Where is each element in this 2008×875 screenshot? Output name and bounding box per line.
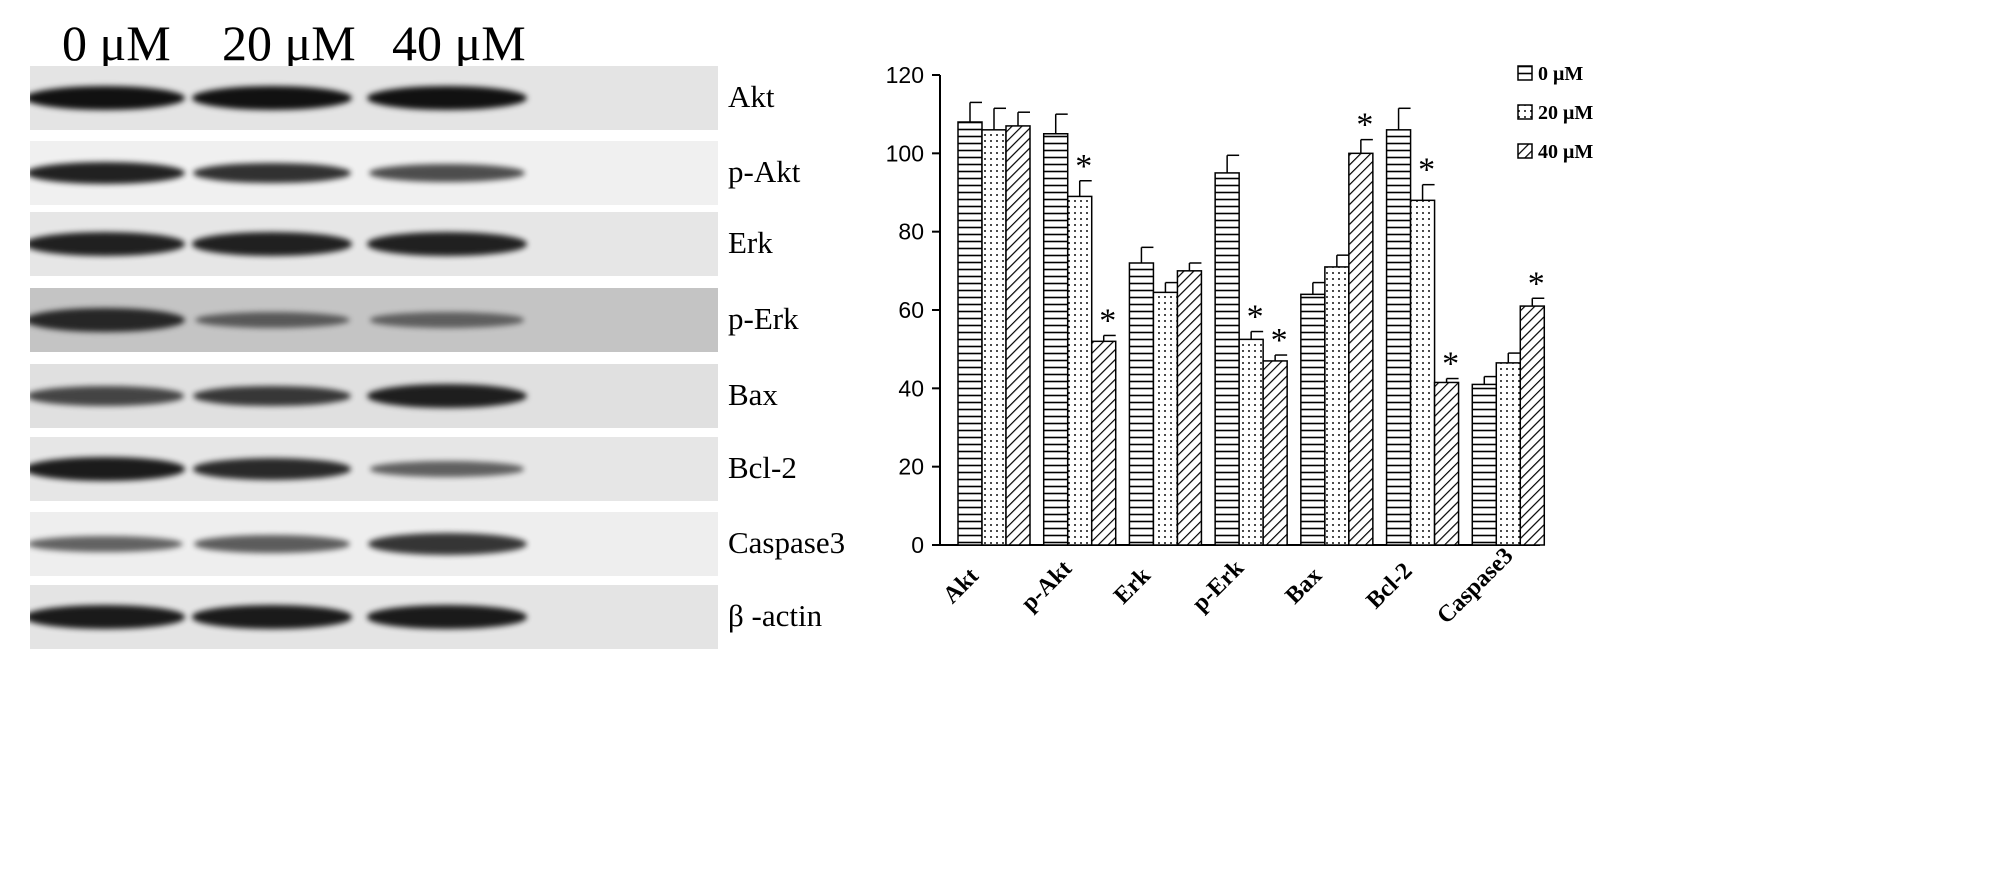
protein-label: Bax [728,377,778,412]
y-tick-label: 20 [898,454,924,480]
protein-band [192,86,352,110]
protein-band [369,461,525,477]
blot-strip [30,288,718,352]
bar [1152,291,1179,546]
protein-band [194,535,350,553]
protein-band [30,86,185,110]
blot-strip [30,364,718,428]
legend-swatch [1517,104,1533,120]
protein-band [192,605,352,629]
protein-label: Caspase3 [728,525,846,560]
blot-strip [30,66,718,130]
bar [1409,199,1436,546]
protein-band [192,232,352,256]
significance-marker: * [1271,322,1288,359]
bar [981,129,1007,546]
bar-chart-panel: 020406080100120Protein expression/β-acti… [880,0,2008,875]
protein-band [369,312,525,328]
concentration-label: 40 μM [392,15,526,71]
blot-strip [30,512,718,576]
protein-band [30,386,184,406]
x-tick-label: Caspase3 [1432,543,1518,629]
bar [1214,172,1240,546]
x-tick-label: Erk [1109,562,1156,609]
protein-label: Akt [728,79,775,114]
bar [1495,362,1522,546]
significance-marker: * [1418,152,1435,189]
protein-label: p-Erk [728,301,799,336]
protein-label: p-Akt [728,154,801,189]
protein-band [367,86,527,110]
y-tick-label: 40 [898,375,924,401]
protein-band [30,308,185,332]
blot-strip [30,585,718,649]
protein-band [30,161,185,185]
protein-label: Bcl-2 [728,450,797,485]
bar [957,121,983,546]
x-tick-label: Bcl-2 [1362,558,1418,614]
y-tick-label: 120 [886,62,924,88]
bar [1005,125,1031,546]
bar [1128,262,1155,546]
significance-marker: * [1528,265,1545,302]
protein-label: Erk [728,225,773,260]
protein-label: β -actin [728,598,823,633]
blot-strip [30,212,718,276]
bar [1300,293,1326,546]
blot-strip [30,141,718,205]
protein-band [367,232,527,256]
y-tick-label: 60 [898,297,924,323]
protein-band [30,232,185,256]
bar [1324,266,1350,546]
x-tick-label: Akt [938,563,984,609]
bar-chart: 020406080100120Protein expression/β-acti… [886,62,1594,629]
protein-band [192,458,352,480]
significance-marker: * [1356,107,1373,144]
y-tick-label: 0 [911,532,924,558]
y-tick-label: 80 [898,219,924,245]
legend-label: 40 μM [1538,141,1593,163]
bar [1471,383,1498,546]
concentration-label: 0 μM [62,15,171,71]
concentration-label: 20 μM [222,15,356,71]
bar [1385,129,1412,546]
significance-marker: * [1442,346,1459,383]
bar [1519,305,1546,546]
significance-marker: * [1099,302,1116,339]
x-tick-label: p-Erk [1187,555,1249,617]
western-blot-panel: 0 μM 20 μM 40 μM Akt p-Akt Erk p-Erk Bax Bcl-2 Ca… [0,0,845,875]
protein-band [194,312,350,328]
legend-label: 0 μM [1538,63,1583,85]
blot-strip [30,437,718,501]
protein-band [367,532,527,556]
bar [1066,195,1093,546]
x-tick-label: p-Akt [1016,556,1077,617]
protein-band [30,457,185,481]
legend-label: 20 μM [1538,102,1593,124]
bar [1348,152,1374,546]
significance-marker: * [1075,148,1092,185]
bar [1042,133,1069,546]
x-tick-label: Bax [1281,563,1328,610]
protein-band [193,385,351,407]
protein-band [367,384,527,408]
bar [1176,270,1203,546]
protein-band [193,162,351,184]
legend-swatch [1517,143,1533,159]
bar [1090,340,1117,546]
bar [1238,338,1264,546]
y-tick-label: 100 [886,140,924,166]
protein-band [30,605,185,629]
legend-swatch [1517,65,1533,81]
protein-band [30,535,183,553]
significance-marker: * [1247,299,1264,336]
bar [1262,360,1288,546]
bar [1433,381,1460,546]
protein-band [369,164,525,182]
protein-band [367,605,527,629]
